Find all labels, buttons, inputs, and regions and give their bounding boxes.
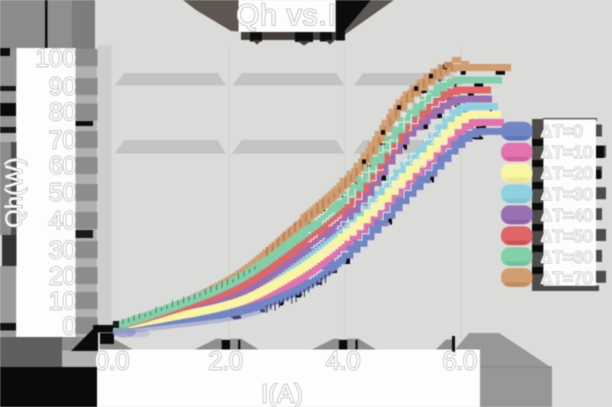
svg-text:20: 20 [49, 262, 76, 290]
svg-text:ΔT=20: ΔT=20 [541, 163, 593, 183]
svg-text:10: 10 [49, 287, 76, 315]
svg-text:80: 80 [49, 99, 76, 127]
svg-text:ΔT=40: ΔT=40 [541, 205, 593, 225]
svg-text:2.0: 2.0 [208, 348, 242, 376]
svg-text:ΔT=10: ΔT=10 [541, 142, 593, 162]
svg-text:ΔT=30: ΔT=30 [541, 184, 593, 204]
svg-text:0.0: 0.0 [95, 348, 129, 376]
svg-text:ΔT=60: ΔT=60 [541, 247, 593, 267]
svg-text:90: 90 [49, 73, 76, 101]
svg-text:30: 30 [49, 236, 76, 264]
svg-text:40: 40 [49, 207, 76, 235]
svg-text:0: 0 [62, 312, 76, 340]
svg-text:Qh(W): Qh(W) [1, 157, 28, 228]
svg-text:Qh vs.I: Qh vs.I [236, 0, 337, 32]
svg-text:70: 70 [49, 126, 76, 154]
svg-text:I(A): I(A) [261, 379, 303, 407]
svg-text:4.0: 4.0 [326, 348, 360, 376]
svg-text:ΔT=70: ΔT=70 [541, 268, 593, 288]
svg-text:ΔT=50: ΔT=50 [541, 226, 593, 246]
svg-text:50: 50 [49, 179, 76, 207]
svg-text:ΔT=0: ΔT=0 [541, 121, 584, 141]
svg-text:6.0: 6.0 [442, 348, 476, 376]
svg-text:100: 100 [35, 44, 76, 72]
svg-text:60: 60 [49, 152, 76, 180]
